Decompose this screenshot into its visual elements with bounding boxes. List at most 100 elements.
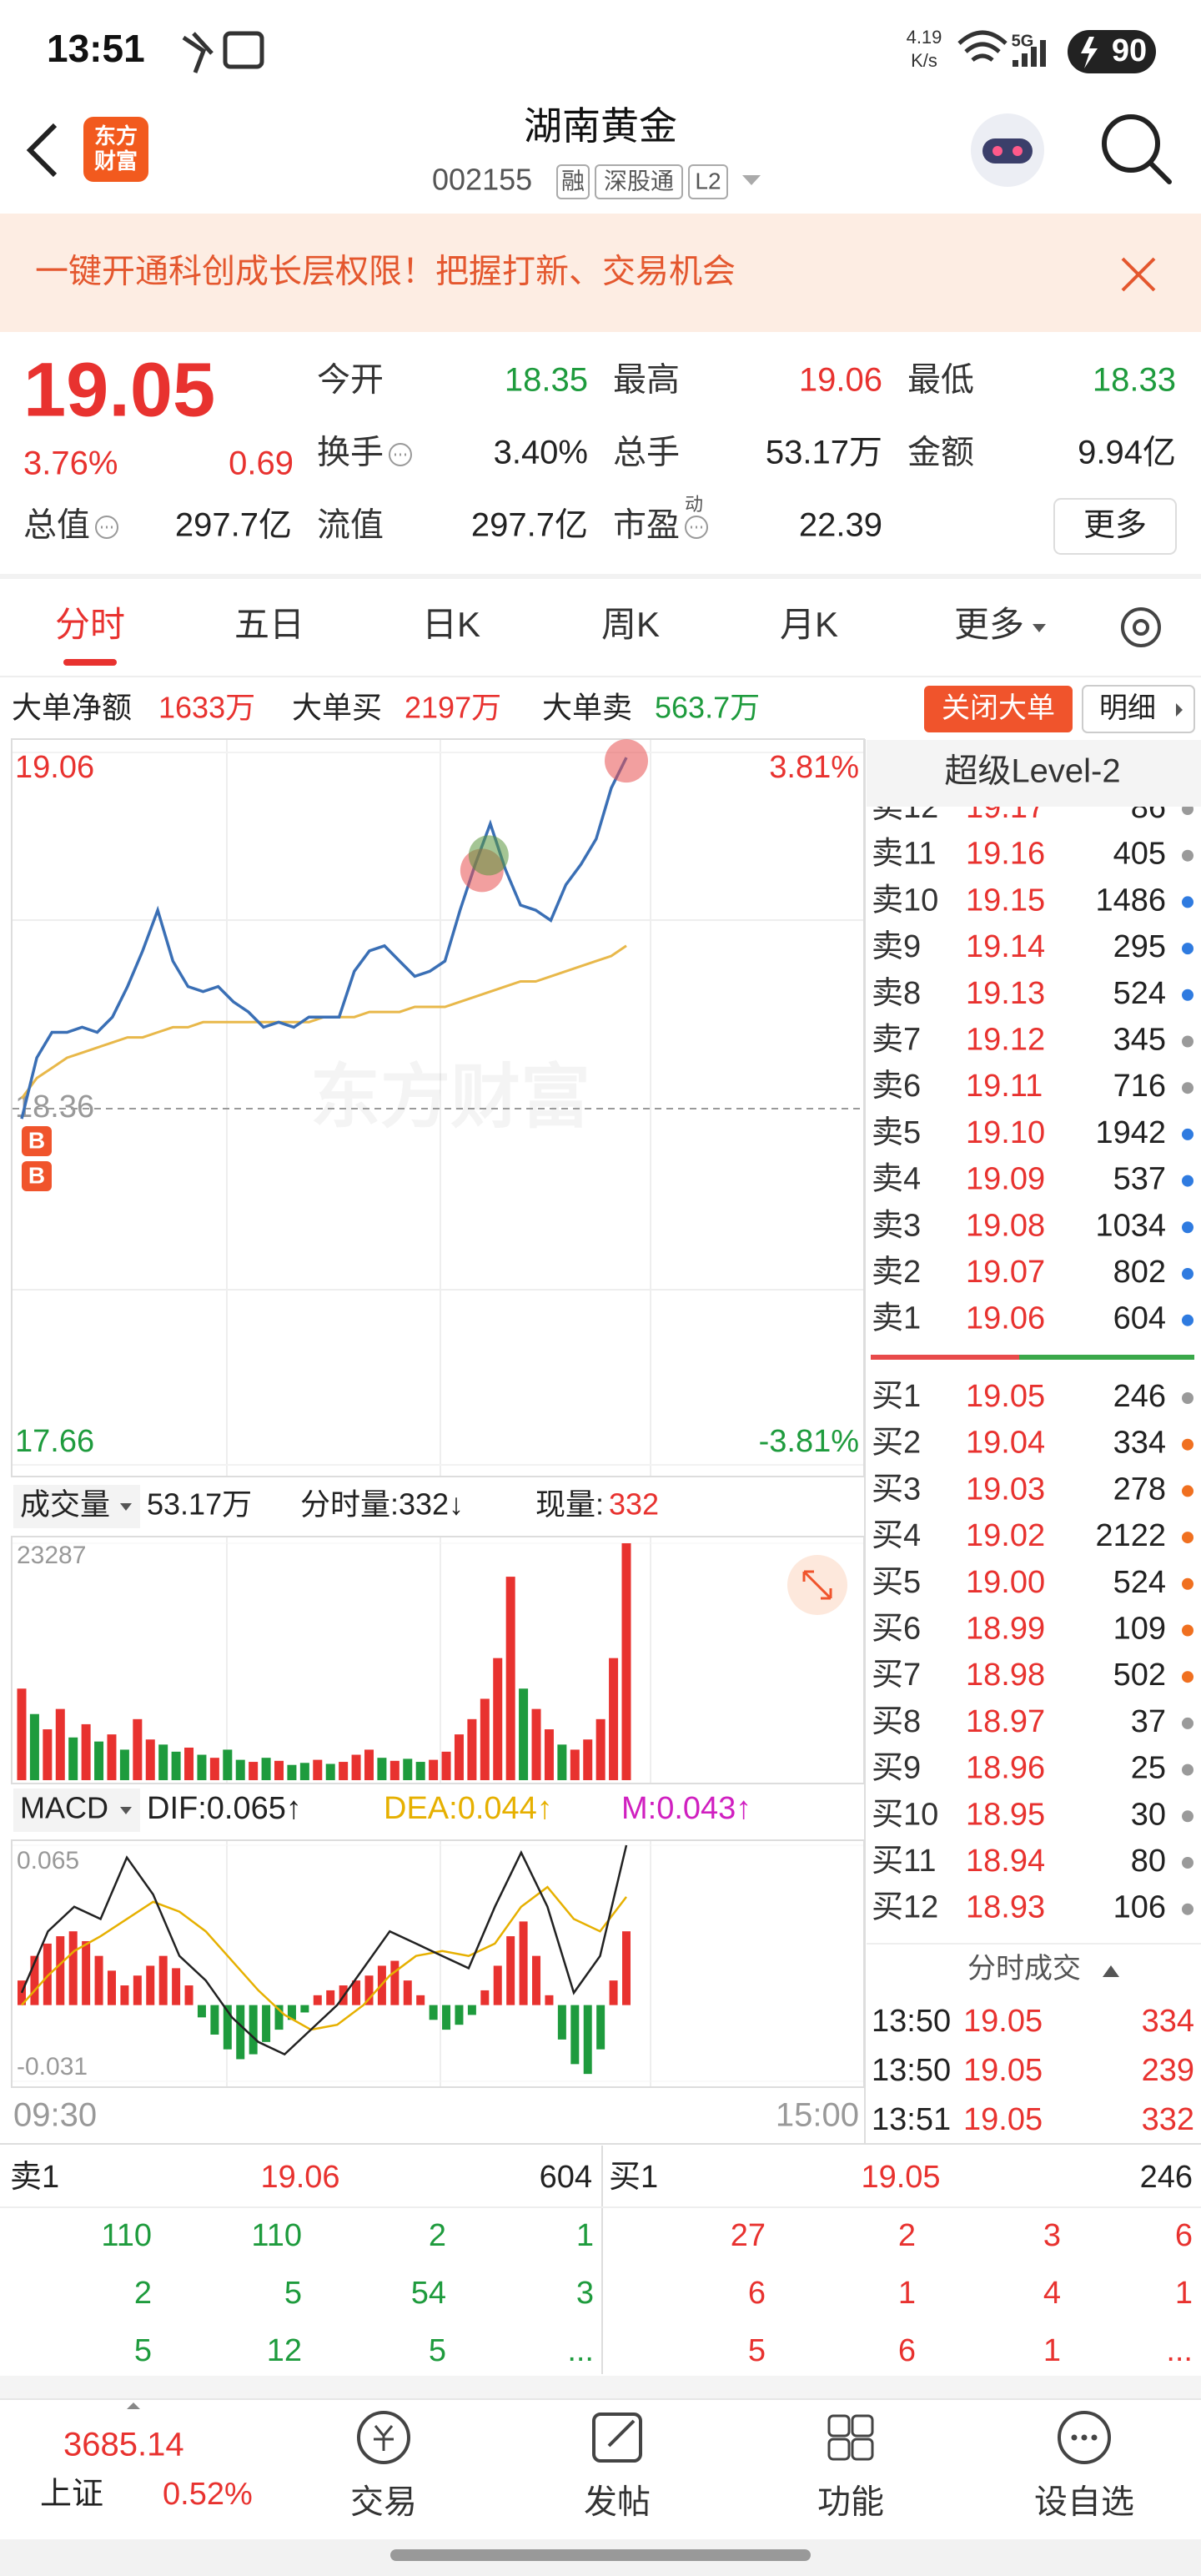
banner[interactable] — [0, 214, 1201, 332]
tab[interactable]: 更多 — [954, 605, 1024, 644]
nav-item[interactable]: 设自选 — [1034, 2484, 1134, 2521]
book-cell: 5 — [429, 2333, 446, 2368]
index-pct: 0.52% — [163, 2477, 253, 2512]
nav-icon — [607, 2419, 636, 2448]
wifi-icon — [957, 30, 1008, 63]
book-cell: 5 — [134, 2333, 152, 2368]
nav-item[interactable]: 交易 — [350, 2484, 417, 2521]
toggle-button[interactable] — [924, 686, 1073, 732]
book-cell: 3 — [576, 2276, 594, 2311]
tab[interactable]: 周K — [601, 605, 660, 644]
more-button[interactable] — [1053, 498, 1177, 555]
order-price: 19.00 — [966, 1565, 1045, 1600]
order-dot — [1182, 1903, 1193, 1915]
order-dot — [1182, 1314, 1193, 1326]
search-button[interactable] — [1102, 114, 1160, 173]
volume-bar — [29, 1713, 39, 1780]
order-price: 18.95 — [966, 1797, 1045, 1832]
order-dot — [1182, 1763, 1193, 1776]
bid-bar — [1019, 1355, 1194, 1360]
separator — [0, 574, 1201, 579]
macd-bar — [313, 1995, 322, 2005]
macd-bar — [120, 1985, 129, 2005]
order-dot — [1182, 1717, 1193, 1729]
nav-item[interactable]: 发帖 — [584, 2484, 651, 2521]
volume-tick-label: 23287 — [17, 1542, 86, 1569]
macd-bar — [416, 1995, 425, 2005]
order-label: 卖2 — [872, 1255, 921, 1290]
settings-button[interactable] — [1121, 607, 1161, 647]
book-cell: 110 — [251, 2218, 302, 2253]
volume-bar — [223, 1749, 233, 1780]
order-dot — [1182, 1392, 1193, 1404]
macd-tick-label: -0.031 — [17, 2053, 88, 2080]
dropdown-icon — [120, 1503, 132, 1511]
tab[interactable]: 分时 — [55, 605, 125, 644]
macd-bar — [236, 2005, 245, 2060]
last-price: 19.05 — [23, 347, 215, 432]
macd-bar — [403, 1980, 412, 2005]
order-dot — [1182, 1810, 1193, 1823]
buy-marker — [22, 1126, 52, 1156]
volume-bar — [299, 1763, 309, 1780]
order-dot — [1182, 1175, 1193, 1187]
detail-arrow — [1176, 703, 1183, 717]
order-price: 19.13 — [966, 976, 1045, 1011]
dropdown-box[interactable] — [13, 1789, 140, 1832]
macd-bar — [455, 2005, 464, 2025]
macd-bar — [94, 1955, 103, 2005]
book-cell: 5 — [284, 2276, 302, 2311]
stock-tag — [556, 164, 590, 199]
volume-bar — [261, 1758, 271, 1780]
volume-bar — [94, 1741, 104, 1780]
macd-bar — [300, 2005, 309, 2013]
buy-marker — [22, 1161, 52, 1191]
logo-text: 财富 — [94, 148, 138, 174]
signal-bar — [1022, 53, 1028, 67]
detail-button[interactable] — [1082, 685, 1195, 733]
stock-tag-text: L2 — [695, 168, 721, 194]
dif-line — [20, 1844, 628, 2056]
buy-marker-text: B — [28, 1162, 45, 1188]
back-button[interactable] — [26, 123, 58, 178]
book-cell: 12 — [267, 2333, 302, 2368]
banner-close[interactable] — [1121, 257, 1156, 292]
volume-bar — [519, 1688, 529, 1780]
order-volume: 604 — [1113, 1301, 1166, 1336]
nav-item[interactable]: 功能 — [817, 2484, 884, 2521]
field-value: 53.17万 — [766, 435, 882, 471]
volume-bar — [544, 1729, 554, 1780]
macd-bar — [68, 1931, 78, 2005]
battery-level: 90 — [1112, 33, 1147, 68]
tab[interactable]: 月K — [780, 605, 838, 644]
macd-bar — [158, 1955, 168, 2005]
order-volume: 106 — [1113, 1890, 1166, 1925]
field-value: 297.7亿 — [471, 507, 588, 544]
volume-bar — [493, 1658, 503, 1780]
field-value: 22.39 — [799, 507, 882, 544]
macd-bar — [43, 1943, 52, 2005]
order-price: 19.05 — [966, 1379, 1045, 1414]
pct-tick-label: 3.81% — [769, 750, 859, 785]
macd-bar — [223, 2005, 232, 2050]
tab[interactable]: 五日 — [234, 605, 304, 644]
trade-time: 13:50 — [872, 2053, 951, 2088]
macd-bar — [442, 2005, 451, 2030]
panel-title-bg — [867, 740, 1201, 807]
volume-bar — [55, 1708, 65, 1780]
field-label: 流值 — [317, 507, 384, 544]
info-icon — [95, 516, 118, 539]
macd-bar — [287, 2005, 296, 2020]
order-volume: 537 — [1113, 1162, 1166, 1197]
assistant-eye — [992, 146, 1003, 156]
macd-bar — [184, 1985, 193, 2005]
order-label: 卖6 — [872, 1069, 921, 1104]
tab[interactable]: 日K — [422, 605, 480, 644]
dropdown-box[interactable] — [13, 1485, 140, 1528]
order-dot — [1182, 1438, 1193, 1451]
macd-bar — [249, 2005, 258, 2055]
order-price: 18.94 — [966, 1844, 1045, 1879]
order-volume: 37 — [1131, 1704, 1166, 1739]
macd-bar — [480, 1990, 490, 2005]
stock-tag-text: 融 — [561, 168, 585, 194]
